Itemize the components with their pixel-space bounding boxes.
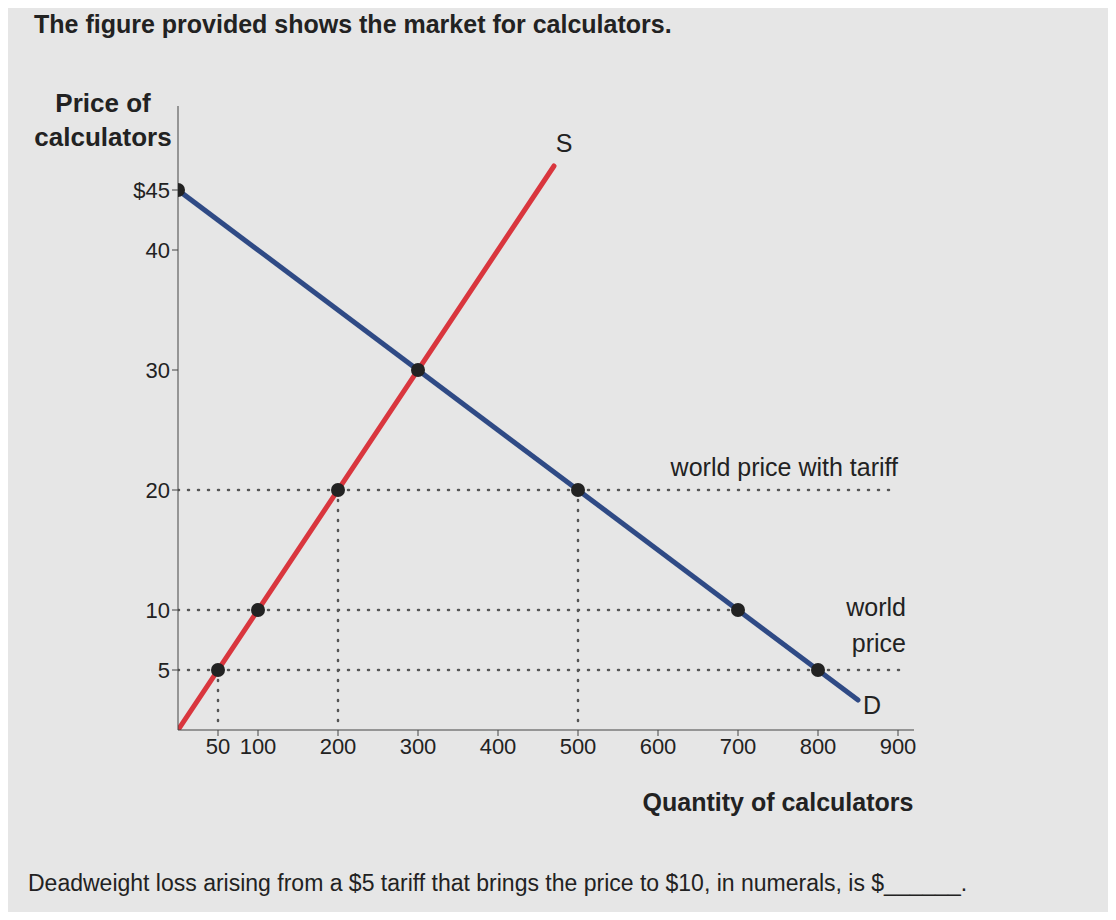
svg-text:500: 500 xyxy=(560,734,597,759)
svg-text:200: 200 xyxy=(320,734,357,759)
svg-text:900: 900 xyxy=(880,734,917,759)
svg-text:30: 30 xyxy=(146,358,170,383)
svg-text:20: 20 xyxy=(146,478,170,503)
svg-text:10: 10 xyxy=(146,598,170,623)
html-text:Quantity of calculators: Quantity of calculators xyxy=(642,788,914,816)
html-text:Price of: Price of xyxy=(55,88,151,118)
svg-text:D: D xyxy=(863,691,881,719)
svg-text:40: 40 xyxy=(146,238,170,263)
svg-text:$45: $45 xyxy=(133,178,170,203)
svg-text:700: 700 xyxy=(720,734,757,759)
svg-text:worldprice: worldprice xyxy=(845,593,906,657)
svg-text:world price with tariff: world price with tariff xyxy=(670,453,898,481)
svg-text:600: 600 xyxy=(640,734,677,759)
svg-text:S: S xyxy=(556,129,573,157)
svg-text:100: 100 xyxy=(240,734,277,759)
html-text:The figure provided shows the: The figure provided shows the market for… xyxy=(34,10,672,38)
html-text:Deadweight loss arising from a: Deadweight loss arising from a $5 tariff… xyxy=(28,870,968,896)
svg-text:300: 300 xyxy=(400,734,437,759)
svg-text:50: 50 xyxy=(206,734,230,759)
svg-text:5: 5 xyxy=(158,658,170,683)
svg-text:800: 800 xyxy=(800,734,837,759)
html-text:calculators: calculators xyxy=(34,122,172,152)
svg-text:400: 400 xyxy=(480,734,517,759)
